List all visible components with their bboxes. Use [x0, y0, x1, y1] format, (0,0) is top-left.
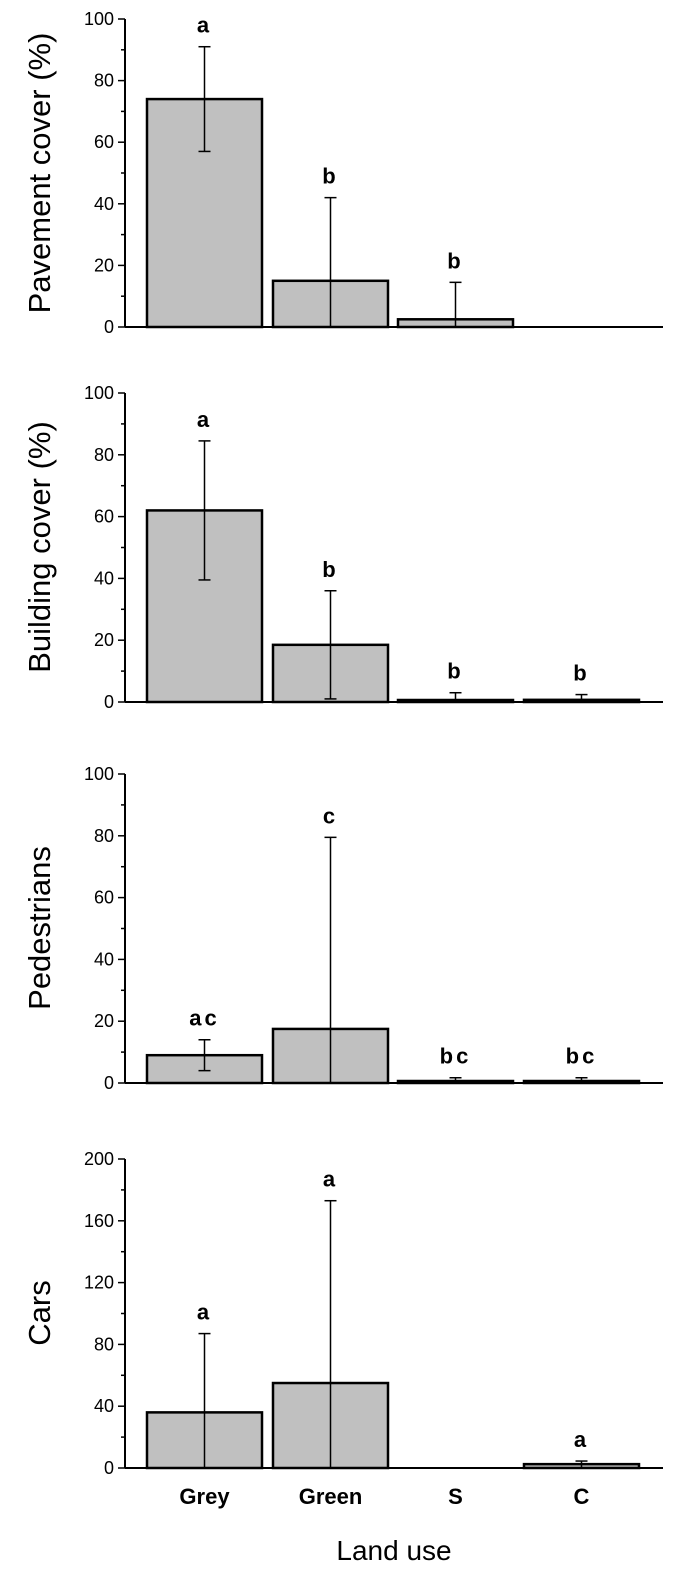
y-tick-label: 40 — [94, 949, 114, 969]
y-tick-label: 60 — [94, 888, 114, 908]
y-tick-label: 0 — [104, 1073, 114, 1093]
x-category-label: Green — [299, 1484, 363, 1509]
significance-label: b — [322, 557, 338, 582]
y-tick-label: 100 — [84, 9, 114, 29]
y-tick-label: 200 — [84, 1149, 114, 1169]
y-tick-label: 100 — [84, 764, 114, 784]
y-tick-label: 40 — [94, 1396, 114, 1416]
y-axis-label: Building cover (%) — [22, 421, 57, 673]
y-axis-label: Pavement cover (%) — [22, 33, 57, 314]
y-axis-label: Cars — [22, 1280, 57, 1345]
chart-panel-1: 0 20 40 60 80 100 Pavement cover (%) a b b — [22, 9, 663, 337]
y-tick-label: 20 — [94, 255, 114, 275]
significance-label: bc — [440, 1044, 472, 1069]
x-axis-label: Land use — [336, 1535, 451, 1566]
y-tick-label: 100 — [84, 383, 114, 403]
bar-grey — [145, 97, 264, 329]
x-category-label: S — [448, 1484, 463, 1509]
y-tick-label: 0 — [104, 692, 114, 712]
significance-label: c — [323, 803, 338, 828]
y-tick-label: 80 — [94, 445, 114, 465]
chart-panel-3: 0 20 40 60 80 100 Pedestrians ac c bc bc — [22, 764, 663, 1093]
y-tick-label: 40 — [94, 568, 114, 588]
significance-label: bc — [566, 1044, 598, 1069]
y-tick-label: 80 — [94, 826, 114, 846]
y-tick-label: 20 — [94, 1011, 114, 1031]
significance-label: a — [197, 407, 212, 432]
y-tick-label: 160 — [84, 1211, 114, 1231]
significance-label: a — [197, 1300, 212, 1325]
significance-label: a — [323, 1167, 338, 1192]
significance-label: b — [447, 659, 463, 684]
y-tick-label: 60 — [94, 507, 114, 527]
y-tick-label: 120 — [84, 1273, 114, 1293]
chart-panel-4: 0 40 80 120 160 200 Cars a a a Grey Green S C Land use — [22, 1149, 663, 1566]
x-category-label: C — [574, 1484, 590, 1509]
chart-panel-2: 0 20 40 60 80 100 Building cover (%) a b b b — [22, 383, 663, 712]
significance-label: b — [322, 164, 338, 189]
y-tick-label: 60 — [94, 132, 114, 152]
significance-label: a — [197, 13, 212, 38]
y-tick-label: 0 — [104, 1458, 114, 1478]
y-tick-label: 80 — [94, 71, 114, 91]
x-category-label: Grey — [179, 1484, 230, 1509]
y-axis-label: Pedestrians — [22, 846, 57, 1010]
y-tick-label: 40 — [94, 194, 114, 214]
significance-label: ac — [189, 1006, 219, 1031]
significance-label: b — [573, 661, 589, 686]
y-tick-label: 20 — [94, 630, 114, 650]
y-tick-label: 80 — [94, 1334, 114, 1354]
y-tick-label: 0 — [104, 317, 114, 337]
significance-label: b — [447, 248, 463, 273]
significance-label: a — [574, 1427, 589, 1452]
